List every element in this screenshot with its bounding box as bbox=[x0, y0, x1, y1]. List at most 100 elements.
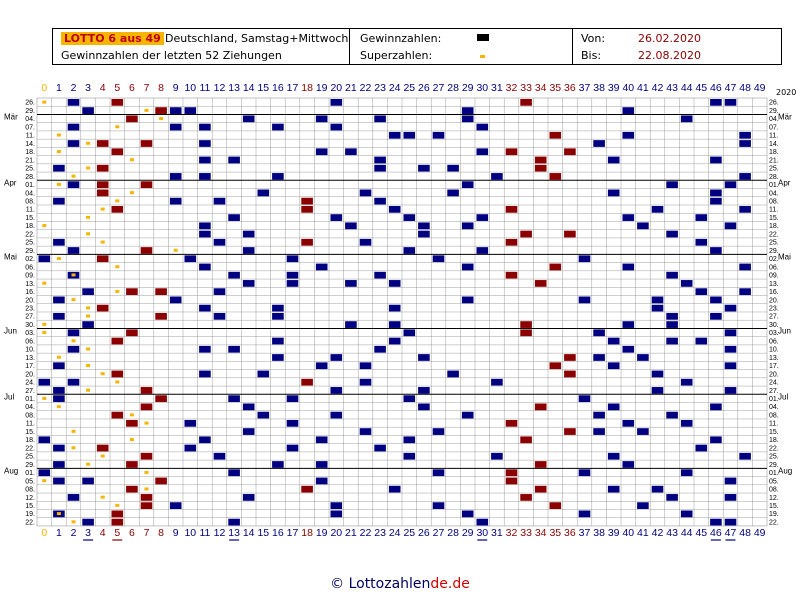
date-label-right: 27. bbox=[769, 314, 779, 321]
winning-number-cell bbox=[680, 419, 693, 427]
winning-number-cell bbox=[213, 238, 226, 246]
column-label-bottom: 39 bbox=[608, 527, 620, 539]
winning-number-cell bbox=[301, 205, 313, 213]
winning-number-cell bbox=[534, 485, 547, 493]
winning-number-cell bbox=[432, 131, 445, 139]
super-number-mark bbox=[129, 191, 134, 195]
date-label-right: 08. bbox=[769, 198, 779, 205]
winning-number-cell bbox=[228, 518, 240, 526]
column-label-top: 25 bbox=[403, 82, 415, 94]
date-label-left: 14. bbox=[25, 141, 35, 148]
winning-number-cell bbox=[710, 312, 722, 320]
winning-number-cell bbox=[330, 354, 343, 361]
column-label-bottom: 15 bbox=[257, 527, 269, 539]
date-label-right: 29. bbox=[769, 108, 779, 115]
super-number-mark bbox=[144, 470, 149, 474]
winning-number-cell bbox=[272, 354, 284, 361]
winning-number-cell bbox=[82, 288, 94, 296]
date-label-left: 06. bbox=[25, 338, 35, 345]
super-number-mark bbox=[42, 322, 47, 326]
winning-number-cell bbox=[213, 452, 226, 460]
winning-number-cell bbox=[374, 197, 386, 205]
winning-number-cell bbox=[67, 329, 80, 337]
date-label-left: 01. bbox=[25, 470, 35, 477]
winning-number-cell bbox=[315, 148, 328, 156]
super-number-mark bbox=[86, 215, 91, 219]
super-number-mark bbox=[71, 446, 76, 450]
winning-number-cell bbox=[242, 115, 255, 123]
winning-number-cell bbox=[680, 280, 693, 287]
date-label-left: 12. bbox=[25, 495, 35, 502]
winning-number-cell bbox=[213, 288, 226, 296]
date-label-left: 20. bbox=[25, 297, 35, 304]
column-label-bottom: 41 bbox=[637, 527, 649, 539]
winning-number-cell bbox=[96, 304, 109, 312]
column-label-top: 4 bbox=[100, 82, 106, 94]
super-number-mark bbox=[129, 158, 134, 162]
winning-number-cell bbox=[228, 395, 240, 403]
column-label-top: 6 bbox=[129, 82, 135, 94]
date-label-left: 19. bbox=[25, 511, 35, 518]
date-label-right: 16. bbox=[769, 289, 779, 296]
winning-number-cell bbox=[53, 444, 65, 452]
super-number-mark bbox=[56, 512, 61, 516]
date-label-left: 08. bbox=[25, 198, 35, 205]
column-label-bottom: 17 bbox=[287, 527, 299, 539]
month-label-left: Mai bbox=[4, 252, 17, 261]
winning-number-cell bbox=[695, 238, 708, 246]
von-label: Von: bbox=[581, 32, 606, 45]
date-label-right: 25. bbox=[769, 166, 779, 173]
super-number-mark bbox=[115, 125, 120, 129]
winning-number-cell bbox=[155, 288, 167, 296]
year-label: 2020 bbox=[776, 88, 797, 97]
winning-number-cell bbox=[213, 312, 226, 320]
column-label-top: 34 bbox=[535, 82, 547, 94]
date-label-left: 02. bbox=[25, 256, 35, 263]
winning-number-cell bbox=[549, 131, 562, 139]
winning-number-cell bbox=[199, 230, 211, 238]
column-label-top: 3 bbox=[85, 82, 91, 94]
winning-number-cell bbox=[710, 197, 722, 205]
winning-number-cell bbox=[593, 428, 605, 435]
winning-number-cell bbox=[534, 164, 547, 172]
column-label-bottom: 8 bbox=[158, 527, 164, 539]
winning-number-cell bbox=[403, 247, 416, 254]
date-label-left: 27. bbox=[25, 388, 35, 395]
winning-number-cell bbox=[330, 387, 343, 394]
column-label-top: 21 bbox=[345, 82, 357, 94]
date-label-left: 28. bbox=[25, 174, 35, 181]
date-label-right: 25. bbox=[769, 240, 779, 247]
column-label-bottom: 6 bbox=[129, 527, 135, 539]
date-label-right: 13. bbox=[769, 355, 779, 362]
winning-number-cell bbox=[257, 189, 270, 197]
date-label-right: 10. bbox=[769, 347, 779, 354]
date-label-left: 05. bbox=[25, 478, 35, 485]
super-number-mark bbox=[56, 355, 61, 359]
column-label-top: 27 bbox=[433, 82, 445, 94]
winning-number-cell bbox=[345, 321, 357, 328]
column-label-bottom: 20 bbox=[330, 527, 342, 539]
column-label-top: 42 bbox=[652, 82, 664, 94]
winning-number-cell bbox=[403, 436, 416, 444]
winning-number-cell bbox=[82, 321, 94, 328]
von-value: 26.02.2020 bbox=[638, 32, 701, 45]
winning-number-cell bbox=[666, 321, 678, 328]
winning-number-cell bbox=[403, 452, 416, 460]
column-label-bottom: 2 bbox=[71, 527, 77, 539]
column-label-top: 32 bbox=[506, 82, 518, 94]
date-label-right: 08. bbox=[769, 487, 779, 494]
winning-number-cell bbox=[461, 222, 474, 230]
column-label-top: 7 bbox=[144, 82, 150, 94]
winning-number-cell bbox=[476, 148, 489, 156]
winning-number-cell bbox=[432, 469, 445, 477]
column-label-bottom: 23 bbox=[374, 527, 386, 539]
date-label-left: 15. bbox=[25, 503, 35, 510]
winning-number-cell bbox=[505, 148, 518, 156]
winning-number-cell bbox=[724, 329, 737, 337]
winning-number-cell bbox=[126, 485, 138, 493]
super-number-mark bbox=[144, 108, 149, 112]
date-label-left: 11. bbox=[26, 421, 35, 428]
column-label-bottom: 48 bbox=[739, 527, 751, 539]
super-number-mark bbox=[86, 462, 91, 466]
super-number-mark bbox=[86, 363, 91, 367]
